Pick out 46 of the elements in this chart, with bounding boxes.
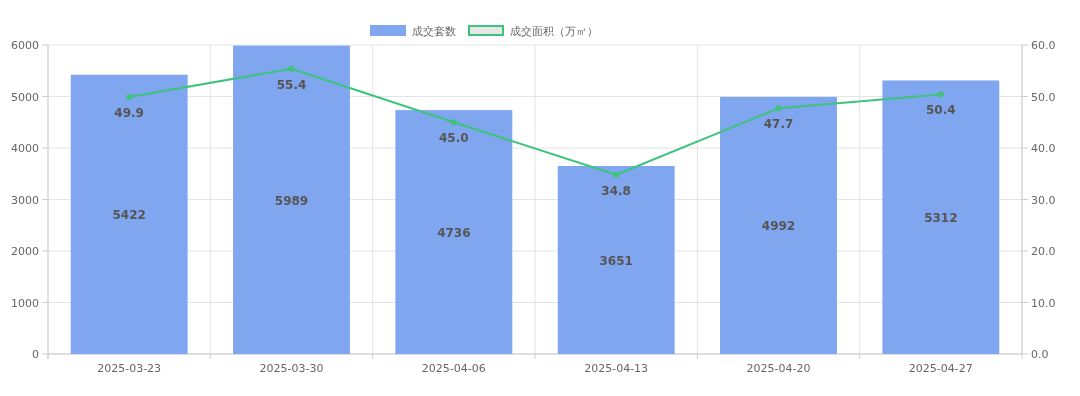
x-tick-label: 2025-03-30 — [259, 362, 324, 375]
bar — [720, 96, 837, 354]
data-label: 5312 — [924, 211, 958, 226]
bar — [70, 74, 188, 354]
data-label: 55.4 — [276, 77, 307, 92]
y-tick-label: 6000 — [11, 39, 39, 52]
y-tick-label: 4000 — [11, 142, 39, 155]
y-tick-label: 2000 — [11, 245, 39, 258]
data-label: 47.7 — [763, 117, 794, 132]
point — [288, 65, 295, 72]
y2-tick-label: 40.0 — [1031, 142, 1056, 155]
y2-tick-label: 0.0 — [1031, 348, 1049, 361]
x-tick-label: 2025-04-20 — [746, 362, 811, 375]
bar — [395, 110, 513, 354]
y2-tick-label: 10.0 — [1031, 296, 1056, 310]
bar — [233, 45, 350, 354]
y2-tick-label: 60.0 — [1031, 39, 1056, 52]
x-tick-label: 2025-04-13 — [584, 362, 649, 375]
y-tick-label: 0 — [32, 348, 39, 361]
data-label: 45.0 — [439, 131, 469, 146]
legend-label: 成交面积（万㎡） — [510, 25, 598, 38]
data-label: 49.9 — [114, 106, 144, 121]
x-tick-label: 2025-04-27 — [908, 362, 973, 375]
x-tick-label: 2025-03-23 — [97, 362, 162, 375]
y2-tick-label: 50.0 — [1031, 90, 1056, 104]
point — [937, 91, 944, 98]
y-tick-label: 5000 — [11, 90, 39, 104]
y-tick-label: 1000 — [11, 296, 39, 310]
point — [613, 171, 620, 178]
data-label: 4736 — [437, 226, 471, 241]
data-label: 3651 — [599, 253, 633, 268]
bar — [557, 165, 675, 354]
data-label: 5422 — [112, 208, 146, 223]
y-tick-label: 3000 — [11, 193, 39, 207]
data-label: 34.8 — [601, 183, 631, 198]
y2-tick-label: 30.0 — [1031, 193, 1056, 207]
legend-label: 成交套数 — [412, 25, 456, 38]
data-label: 4992 — [761, 219, 796, 234]
y2-tick-label: 20.0 — [1031, 245, 1056, 258]
point — [450, 119, 457, 126]
data-label: 5989 — [274, 193, 309, 208]
bar — [882, 80, 1000, 354]
point — [775, 105, 782, 112]
point — [126, 94, 133, 101]
data-label: 50.4 — [926, 103, 956, 118]
x-tick-label: 2025-04-06 — [421, 362, 486, 375]
